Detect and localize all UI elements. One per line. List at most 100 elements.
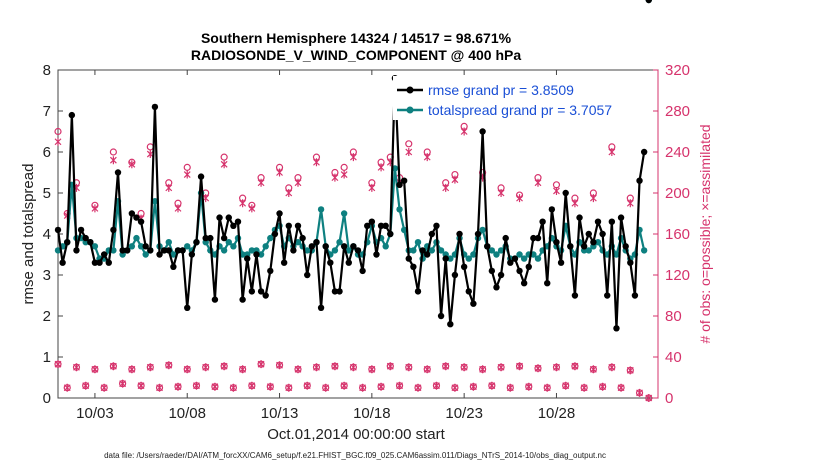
obs-low-assimilated-point (137, 381, 145, 390)
obs-assimilated-point (239, 199, 247, 208)
obs-low-assimilated-point (322, 383, 330, 392)
obs-low-assimilated-point (405, 363, 413, 372)
obs-low-assimilated-point (146, 363, 154, 372)
rmse-point (82, 234, 89, 242)
obs-low-assimilated-point (543, 383, 551, 392)
rmse-point (557, 259, 565, 266)
rmse-point (124, 247, 131, 254)
obs-possible-point (405, 140, 413, 148)
obs-assimilated-point (128, 160, 136, 169)
rmse-point (350, 243, 357, 250)
legend: rmse grand pr = 3.8509 totalspread grand… (393, 76, 612, 120)
totalspread-point (151, 198, 159, 205)
ytick-right-label: 240 (665, 144, 690, 161)
totalspread-point (170, 251, 177, 258)
obs-assimilated-point (571, 199, 579, 208)
ytick-right-label: 80 (665, 308, 682, 325)
obs-low-assimilated-point (73, 363, 80, 372)
obs-low-assimilated-point (54, 360, 62, 369)
obs-low-assimilated-point (183, 365, 191, 374)
rmse-point (147, 247, 154, 254)
rmse-point (373, 251, 380, 258)
rmse-point (419, 247, 426, 254)
obs-assimilated-point (626, 199, 634, 208)
totalspread-point (520, 255, 528, 262)
rmse-point (294, 222, 302, 229)
rmse-point (188, 251, 196, 258)
legend-spread-label: totalspread grand pr = 3.7057 (428, 102, 612, 118)
rmse-point (590, 239, 597, 246)
obs-assimilated-point (368, 183, 376, 192)
xtick-label: 10/08 (168, 405, 206, 422)
obs-assimilated-point (608, 148, 616, 156)
rmse-point (377, 222, 385, 229)
rmse-point (151, 103, 159, 111)
obs-assimilated-point (220, 160, 228, 169)
obs-low-assimilated-point (266, 382, 274, 391)
ytick-label: 7 (43, 103, 51, 120)
obs-low-assimilated-point (368, 365, 376, 374)
obs-low-assimilated-point (294, 365, 302, 374)
ytick-label: 3 (43, 267, 51, 284)
totalspread-point (497, 247, 505, 254)
rmse-point (248, 288, 256, 295)
rmse-point (230, 222, 237, 229)
obs-assimilated-point (516, 194, 523, 203)
rmse-point (562, 189, 569, 197)
y-axis-label: rmse and totalspread (20, 164, 37, 305)
totalspread-point (137, 243, 145, 250)
rmse-point (193, 239, 200, 246)
rmse-point (105, 259, 112, 266)
ytick-right-label: 40 (665, 349, 682, 366)
rmse-point (336, 288, 343, 295)
rmse-point (359, 267, 366, 275)
rmse-point (553, 239, 560, 246)
totalspread-point (465, 255, 472, 262)
rmse-point (257, 288, 265, 295)
obs-assimilated-point (349, 153, 357, 162)
obs-low-assimilated-point (340, 381, 348, 390)
obs-low-assimilated-point (202, 363, 210, 372)
rmse-point (133, 214, 140, 221)
totalspread-point (220, 247, 228, 254)
ytick-right-label: 280 (665, 103, 690, 120)
obs-low-assimilated-point (349, 363, 357, 372)
obs-assimilated-point (589, 194, 597, 203)
obs-possible-point (220, 153, 228, 161)
obs-low-assimilated-point (229, 383, 237, 392)
rmse-point (174, 247, 182, 254)
rmse-point (484, 243, 491, 250)
rmse-point (184, 304, 191, 311)
obs-assimilated-point (405, 148, 413, 156)
obs-assimilated-point (183, 170, 191, 179)
totalspread-point (479, 226, 486, 234)
rmse-point (608, 218, 616, 225)
rmse-point (465, 288, 472, 295)
obs-low-assimilated-point (469, 382, 477, 391)
obs-assimilated-point (442, 183, 450, 192)
xtick-label: 10/18 (353, 405, 391, 422)
ytick-label: 5 (43, 185, 51, 202)
totalspread-point (428, 247, 436, 254)
totalspread-point (230, 243, 237, 250)
rmse-point (64, 239, 71, 246)
totalspread-point (410, 247, 417, 254)
rmse-point (262, 292, 269, 299)
obs-low-assimilated-point (285, 383, 293, 392)
rmse-point (331, 288, 339, 295)
rmse-point (479, 128, 486, 135)
obs-possible-point (54, 127, 62, 136)
totalspread-point (91, 243, 99, 250)
totalspread-point (488, 247, 496, 254)
rmse-point (225, 214, 232, 221)
obs-assimilated-point (285, 189, 293, 197)
rmse-point (428, 230, 436, 238)
chart-title: Southern Hemisphere 14324 / 14517 = 98.6… (201, 30, 512, 46)
rmse-point (567, 243, 574, 250)
obs-low-assimilated-point (433, 381, 440, 390)
rmse-point (110, 226, 117, 234)
obs-assimilated-point (553, 186, 560, 195)
obs-low-assimilated-point (414, 383, 422, 392)
obs-assimilated-point (276, 168, 283, 177)
